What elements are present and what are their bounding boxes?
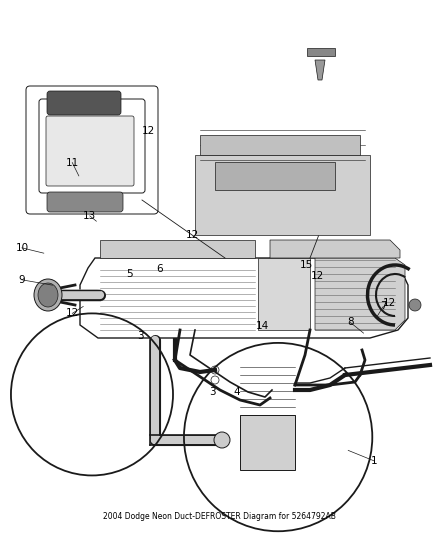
Text: 3: 3 <box>137 331 144 341</box>
Bar <box>200 135 360 155</box>
Text: 1: 1 <box>371 456 378 466</box>
Bar <box>195 155 370 235</box>
Text: 14: 14 <box>256 321 269 331</box>
Text: 4: 4 <box>233 387 240 397</box>
Text: 8: 8 <box>347 318 354 327</box>
FancyBboxPatch shape <box>47 91 121 115</box>
Text: 12: 12 <box>186 230 199 239</box>
Text: 12: 12 <box>66 309 79 318</box>
Text: 10: 10 <box>15 243 28 253</box>
Text: 6: 6 <box>156 264 163 274</box>
Polygon shape <box>315 258 405 330</box>
Text: 13: 13 <box>83 211 96 221</box>
FancyBboxPatch shape <box>46 116 134 186</box>
Circle shape <box>409 299 421 311</box>
Bar <box>307 48 335 56</box>
FancyBboxPatch shape <box>47 192 123 212</box>
Text: 3: 3 <box>209 387 216 397</box>
Bar <box>258 258 310 330</box>
Bar <box>240 415 295 470</box>
Polygon shape <box>100 240 255 258</box>
Polygon shape <box>270 240 400 258</box>
Text: 11: 11 <box>66 158 79 167</box>
Text: 2004 Dodge Neon Duct-DEFROSTER Diagram for 5264792AB: 2004 Dodge Neon Duct-DEFROSTER Diagram f… <box>102 512 336 521</box>
Text: 9: 9 <box>18 275 25 285</box>
Text: 12: 12 <box>383 298 396 308</box>
Ellipse shape <box>34 279 62 311</box>
Circle shape <box>214 432 230 448</box>
Text: 12: 12 <box>142 126 155 135</box>
Text: 7: 7 <box>380 302 387 311</box>
Text: 5: 5 <box>126 270 133 279</box>
Text: 15: 15 <box>300 261 313 270</box>
Polygon shape <box>315 60 325 80</box>
Ellipse shape <box>38 283 58 307</box>
Text: 12: 12 <box>311 271 324 281</box>
Bar <box>215 162 335 190</box>
